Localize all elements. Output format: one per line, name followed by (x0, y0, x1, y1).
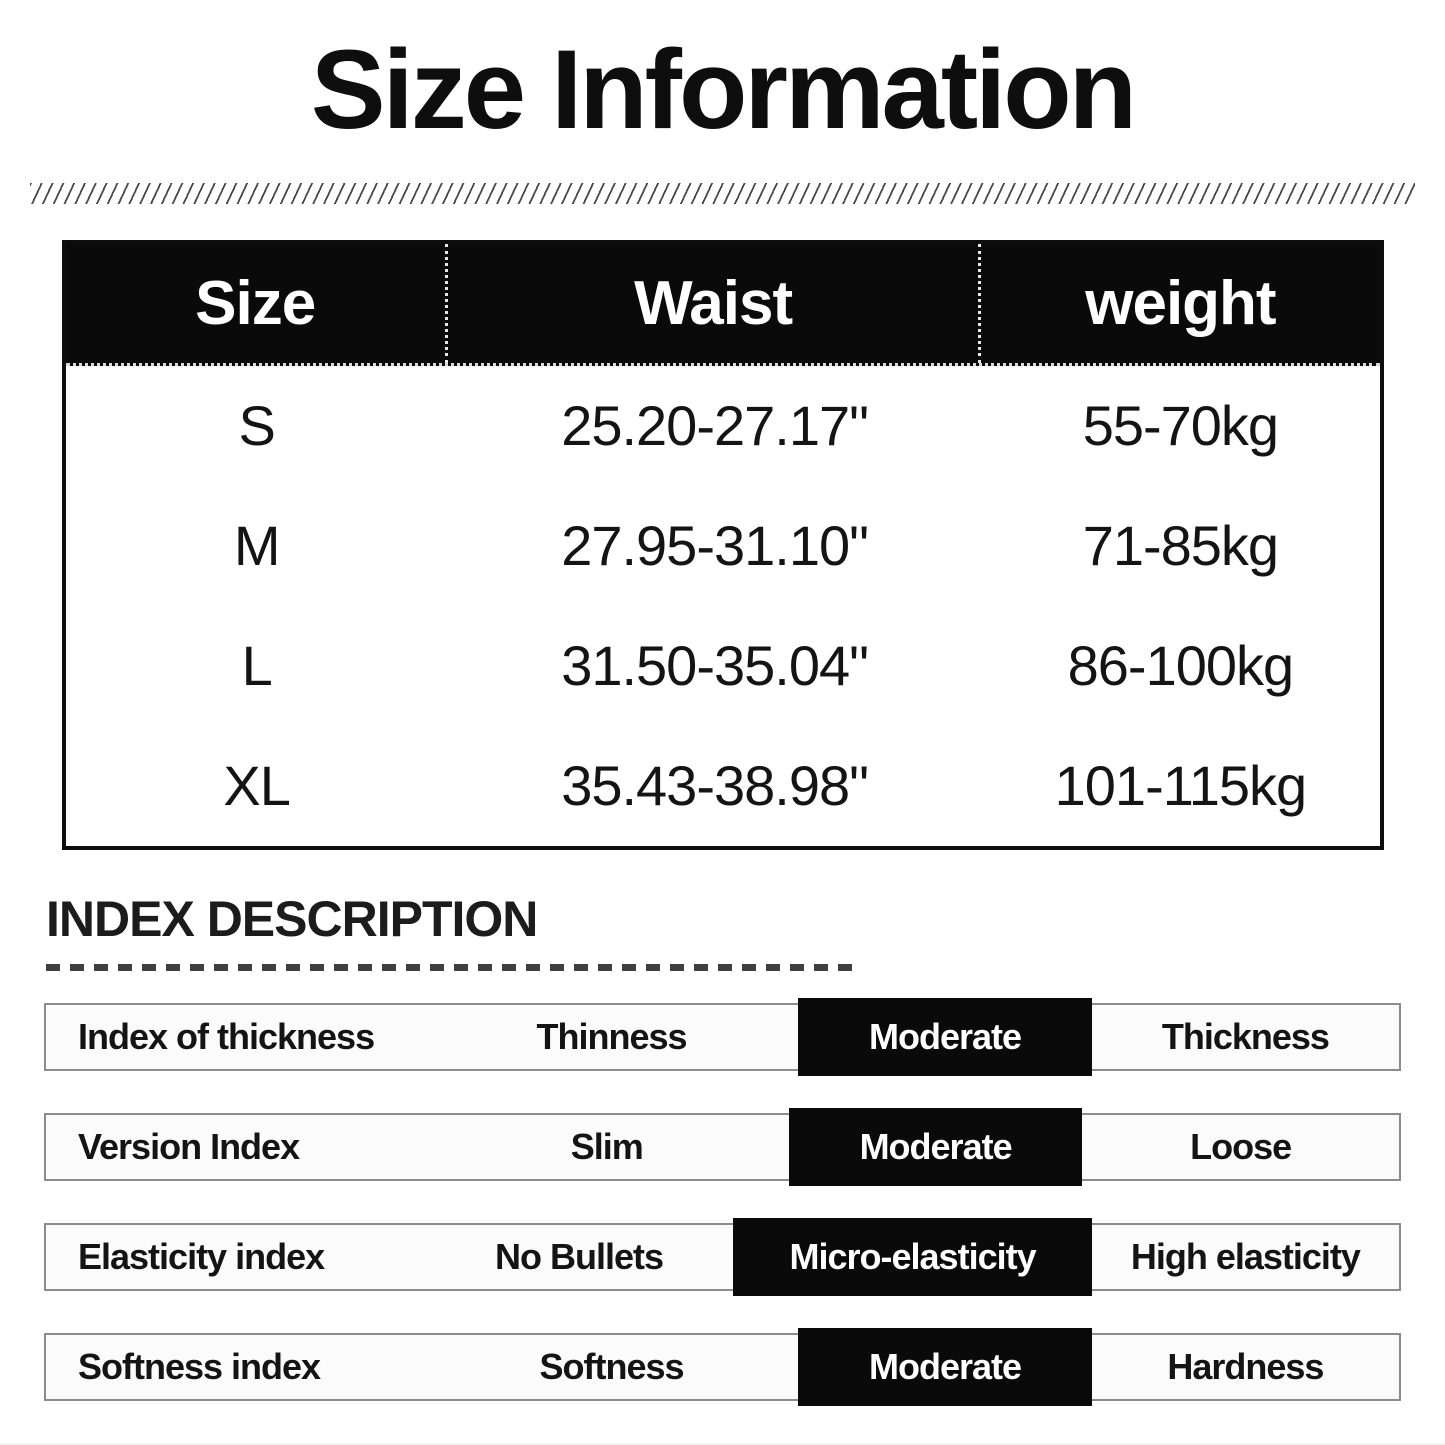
index-bar-label: Version Index (78, 1125, 300, 1167)
index-option: Thinness (536, 1015, 688, 1057)
waist-cell: 25.20-27.17" (561, 394, 869, 458)
size-cell: XL (223, 754, 291, 818)
index-option: Thickness (1161, 1015, 1330, 1057)
size-cell: L (241, 634, 273, 698)
index-bars: Index of thickness Thinness Moderate Thi… (0, 997, 1445, 1406)
index-option: High elasticity (1130, 1235, 1361, 1277)
waist-cell: 27.95-31.10" (561, 514, 869, 578)
size-cell: S (238, 394, 276, 458)
index-option: Softness (539, 1345, 685, 1387)
dashed-divider (46, 963, 854, 971)
hatch-divider (30, 182, 1415, 204)
table-row-s: S 25.20-27.17" 55-70kg (66, 366, 1380, 486)
table-row-xl: XL 35.43-38.98" 101-115kg (66, 726, 1380, 846)
index-option: Slim (570, 1125, 644, 1167)
index-option: Hardness (1167, 1345, 1324, 1387)
size-cell: M (233, 514, 281, 578)
index-bar-thickness: Index of thickness Thinness Moderate Thi… (44, 997, 1401, 1076)
index-option-selected: Moderate (788, 1107, 1083, 1186)
size-table: Size Waist weight S 25.20-27.17" 55-70kg… (61, 239, 1384, 850)
weight-cell: 101-115kg (1054, 754, 1308, 818)
index-option: No Bullets (495, 1235, 664, 1277)
index-bar-softness: Softness index Softness Moderate Hardnes… (44, 1327, 1401, 1406)
index-bar-elasticity: Elasticity index No Bullets Micro-elasti… (44, 1217, 1401, 1296)
waist-cell: 35.43-38.98" (561, 754, 869, 818)
column-header-size: Size (66, 243, 448, 363)
index-bar-label: Index of thickness (78, 1015, 375, 1057)
column-header-waist: Waist (448, 243, 982, 363)
waist-cell: 31.50-35.04" (561, 634, 869, 698)
index-description-heading: INDEX DESCRIPTION (46, 890, 538, 947)
index-option-selected: Micro-elasticity (733, 1217, 1092, 1296)
column-header-weight: weight (1085, 268, 1276, 338)
page-title: Size Information (310, 27, 1137, 152)
index-bar-version: Version Index Slim Moderate Loose (44, 1107, 1401, 1186)
table-row-m: M 27.95-31.10" 71-85kg (66, 486, 1380, 606)
size-table-header: Size Waist weight (65, 243, 1380, 366)
weight-cell: 55-70kg (1082, 394, 1279, 458)
index-option: Loose (1190, 1125, 1292, 1167)
size-info-page: Size Information Size Waist weight S 25.… (0, 26, 1445, 1445)
index-bar-label: Elasticity index (78, 1235, 325, 1277)
index-option-selected: Moderate (798, 997, 1092, 1076)
weight-cell: 86-100kg (1067, 634, 1295, 698)
weight-cell: 71-85kg (1082, 514, 1279, 578)
table-row-l: L 31.50-35.04" 86-100kg (66, 606, 1380, 726)
index-bar-label: Softness index (78, 1345, 321, 1387)
bottom-band (0, 1442, 1445, 1445)
index-option-selected: Moderate (798, 1327, 1092, 1406)
